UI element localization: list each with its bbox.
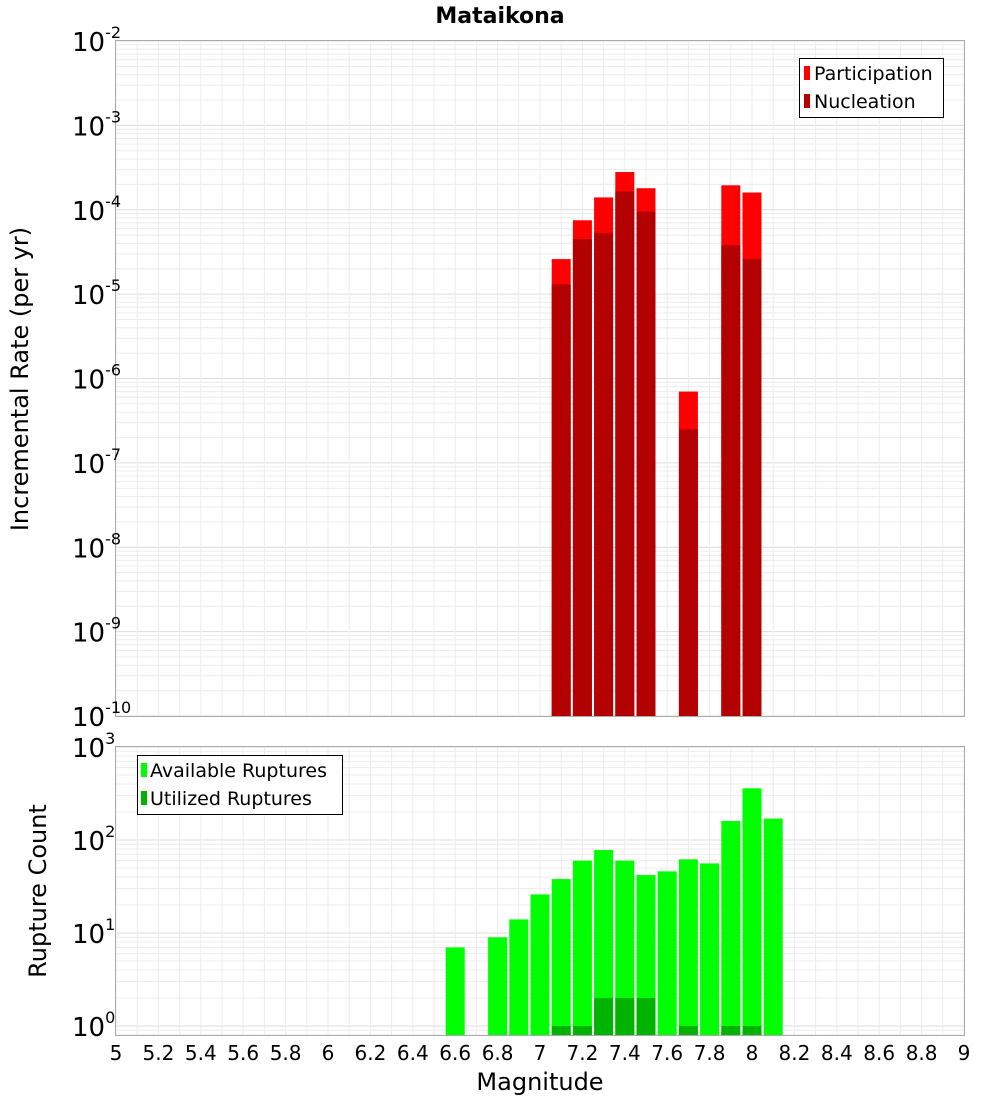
available-bar-7.7 <box>678 859 698 1035</box>
legend-label-utilized: Utilized Ruptures <box>150 788 312 810</box>
x-tick-label: 6.8 <box>482 1041 514 1065</box>
bottom-legend: Available Ruptures Utilized Ruptures <box>137 755 343 815</box>
legend-swatch-nucleation <box>804 94 810 108</box>
utilized-bar-7.3 <box>594 997 614 1035</box>
top-y-tick-label: 10-9 <box>72 614 121 649</box>
available-bar-7 <box>530 894 550 1035</box>
nucleation-bar-8 <box>742 259 762 716</box>
available-bar-7.1 <box>551 879 571 1035</box>
utilized-bar-7.9 <box>721 1025 741 1035</box>
bottom-y-tick-label: 100 <box>72 1008 115 1043</box>
utilized-bar-7.7 <box>678 1025 698 1035</box>
x-tick-label: 5 <box>110 1041 123 1065</box>
x-axis-label: Magnitude <box>476 1068 603 1096</box>
legend-label-participation: Participation <box>814 63 933 85</box>
bottom-y-tick-labels: 100 101 102 103 <box>72 729 115 1043</box>
bottom-y-tick-label: 103 <box>72 729 115 764</box>
utilized-bar-7.2 <box>572 1025 592 1035</box>
chart-title: Mataikona <box>435 4 564 29</box>
top-y-tick-label: 10-2 <box>72 23 121 58</box>
x-tick-label: 7.4 <box>609 1041 641 1065</box>
x-tick-label: 8.2 <box>778 1041 810 1065</box>
top-gridlines <box>115 40 965 717</box>
available-bar-6.6 <box>445 947 465 1035</box>
x-tick-label: 8.8 <box>906 1041 938 1065</box>
available-bar-7.9 <box>721 821 741 1035</box>
x-tick-label: 8.6 <box>863 1041 895 1065</box>
top-y-tick-label: 10-4 <box>72 192 121 227</box>
nucleation-bar-7.3 <box>594 233 614 716</box>
bottom-y-tick-label: 102 <box>72 822 115 857</box>
available-bar-8 <box>742 788 762 1035</box>
x-tick-label: 8.4 <box>821 1041 853 1065</box>
legend-swatch-participation <box>804 66 810 80</box>
top-y-tick-label: 10-3 <box>72 107 121 142</box>
available-bar-7.2 <box>572 860 592 1035</box>
bottom-bars <box>445 788 783 1035</box>
top-legend-box <box>799 58 944 118</box>
top-y-tick-label: 10-7 <box>72 445 121 480</box>
x-tick-label: 5.8 <box>270 1041 302 1065</box>
utilized-bar-8 <box>742 1025 762 1035</box>
available-bar-6.8 <box>488 937 508 1035</box>
nucleation-bar-7.4 <box>615 191 635 717</box>
x-tick-label: 7.8 <box>694 1041 726 1065</box>
x-tick-label: 7 <box>534 1041 547 1065</box>
legend-label-available: Available Ruptures <box>150 760 327 782</box>
nucleation-bar-7.1 <box>551 284 571 716</box>
x-tick-label: 7.6 <box>651 1041 683 1065</box>
x-tick-label: 7.2 <box>566 1041 598 1065</box>
x-tick-label: 8 <box>746 1041 759 1065</box>
x-tick-label: 5.4 <box>185 1041 217 1065</box>
bottom-y-axis-label: Rupture Count <box>24 804 52 978</box>
x-tick-label: 6.6 <box>439 1041 471 1065</box>
top-plot-frame <box>115 40 965 717</box>
available-bar-8.1 <box>763 818 783 1035</box>
legend-label-nucleation: Nucleation <box>814 91 916 113</box>
nucleation-bar-7.7 <box>678 429 698 716</box>
utilized-bar-7.1 <box>551 1025 571 1035</box>
utilized-bar-7.4 <box>615 997 635 1035</box>
available-bar-6.9 <box>509 919 529 1035</box>
available-bar-7.4 <box>615 860 635 1035</box>
x-tick-label: 5.2 <box>142 1041 174 1065</box>
top-y-tick-label: 10-5 <box>72 276 121 311</box>
top-legend: Participation Nucleation <box>799 58 944 118</box>
x-tick-label: 6.4 <box>397 1041 429 1065</box>
top-y-tick-label: 10-8 <box>72 529 121 564</box>
legend-swatch-utilized <box>141 791 147 805</box>
nucleation-bar-7.5 <box>636 211 656 716</box>
top-y-axis-label: Incremental Rate (per yr) <box>6 227 34 531</box>
top-y-tick-label: 10-10 <box>72 698 131 733</box>
legend-swatch-available <box>141 763 147 777</box>
x-tick-label: 5.6 <box>227 1041 259 1065</box>
top-y-tick-label: 10-6 <box>72 361 121 396</box>
x-tick-label: 9 <box>958 1041 971 1065</box>
available-bar-7.6 <box>657 871 677 1035</box>
x-tick-label: 6.2 <box>354 1041 386 1065</box>
nucleation-bar-7.9 <box>721 245 741 717</box>
utilized-bar-7.5 <box>636 997 656 1035</box>
x-tick-label: 6 <box>322 1041 335 1065</box>
nucleation-bar-7.2 <box>572 239 592 716</box>
bottom-legend-box <box>137 755 343 815</box>
available-bar-7.5 <box>636 875 656 1035</box>
x-tick-labels: 5 5.2 5.4 5.6 5.8 6 6.2 6.4 6.6 6.8 7 7.2 7.4 7.6 7.8 8… <box>110 1041 971 1065</box>
available-bar-7.8 <box>700 863 720 1035</box>
top-bars <box>551 172 762 717</box>
bottom-y-tick-label: 101 <box>72 915 115 950</box>
available-bar-7.3 <box>594 850 614 1035</box>
bottom-plot-frame <box>115 746 965 1036</box>
